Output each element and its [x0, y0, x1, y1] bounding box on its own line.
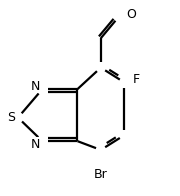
Text: F: F [132, 74, 140, 86]
Text: N: N [30, 138, 40, 151]
Text: N: N [30, 80, 40, 93]
Text: S: S [7, 111, 15, 124]
Text: O: O [126, 8, 136, 21]
Text: Br: Br [94, 168, 108, 181]
